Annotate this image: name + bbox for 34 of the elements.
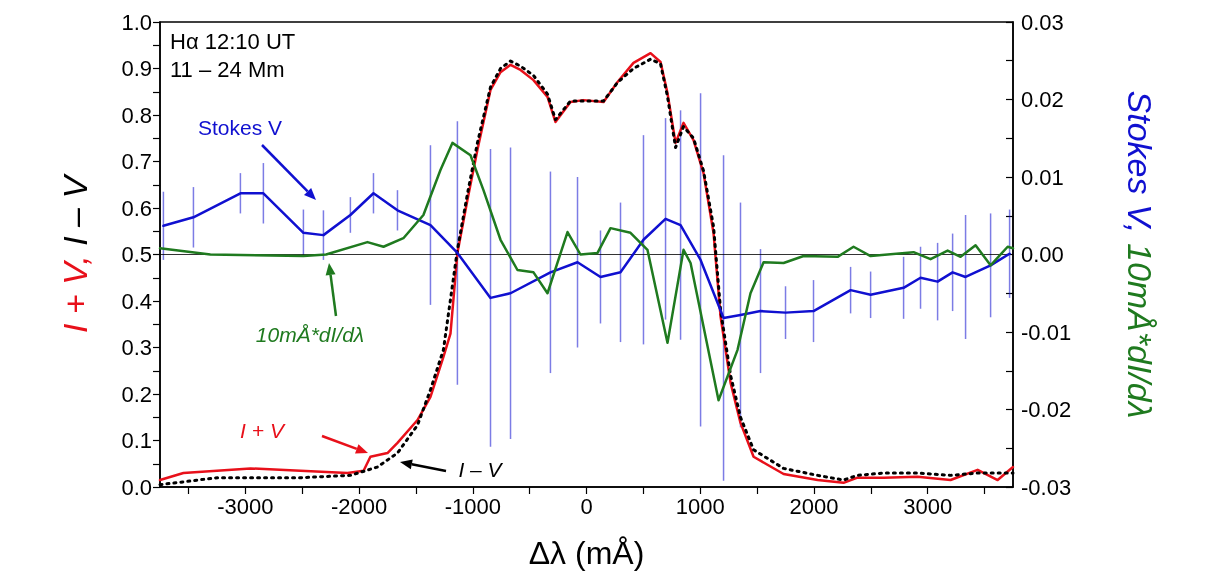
y2-tick-label: 0.00 xyxy=(1021,242,1064,267)
y-tick-label: 1.0 xyxy=(121,9,152,35)
y2-tick-label: -0.02 xyxy=(1021,397,1072,422)
x-tick-label: 2000 xyxy=(789,493,839,519)
x-tick-label: -2000 xyxy=(330,493,388,519)
y2-axis-title: Stokes V, 10mÅ*dI/dλ xyxy=(1121,90,1159,419)
y-tick-label: 0.3 xyxy=(121,335,152,360)
y2-tick-label: -0.03 xyxy=(1021,474,1072,500)
y-tick-label: 0.2 xyxy=(121,381,152,407)
y-axis-title: I + V, I – V xyxy=(56,172,94,334)
y-tick-label: 0.7 xyxy=(121,149,152,174)
y-tick-label: 0.8 xyxy=(121,102,152,128)
legend-label: I – V xyxy=(458,458,504,481)
text: 10mÅ*dI/dλ xyxy=(255,323,365,346)
x-tick-label: 0 xyxy=(580,493,593,519)
y-tick-label: 0.0 xyxy=(121,474,152,500)
y2-tick-label: 0.03 xyxy=(1021,9,1064,35)
y-tick-label: 0.5 xyxy=(121,242,152,267)
y-tick-label: 0.9 xyxy=(121,56,152,81)
x-axis-title: Δλ (mÅ) xyxy=(528,535,645,571)
y-tick-label: 0.6 xyxy=(121,195,152,221)
text: Stokes V xyxy=(197,116,283,139)
x-tick-label: 3000 xyxy=(903,493,953,519)
y2-tick-label: 0.02 xyxy=(1021,87,1064,112)
annotation: Hα 12:10 UT xyxy=(170,28,296,54)
x-tick-label: -3000 xyxy=(217,493,274,519)
y-tick-label: 0.1 xyxy=(121,428,152,453)
y2-tick-label: 0.01 xyxy=(1021,164,1064,190)
annotation: 11 – 24 Mm xyxy=(170,56,285,82)
x-tick-label: -1000 xyxy=(444,493,501,519)
x-tick-label: 1000 xyxy=(675,493,725,519)
y2-tick-label: -0.01 xyxy=(1021,319,1072,345)
y-tick-label: 0.4 xyxy=(121,288,152,314)
series-label: I + V xyxy=(240,419,286,442)
